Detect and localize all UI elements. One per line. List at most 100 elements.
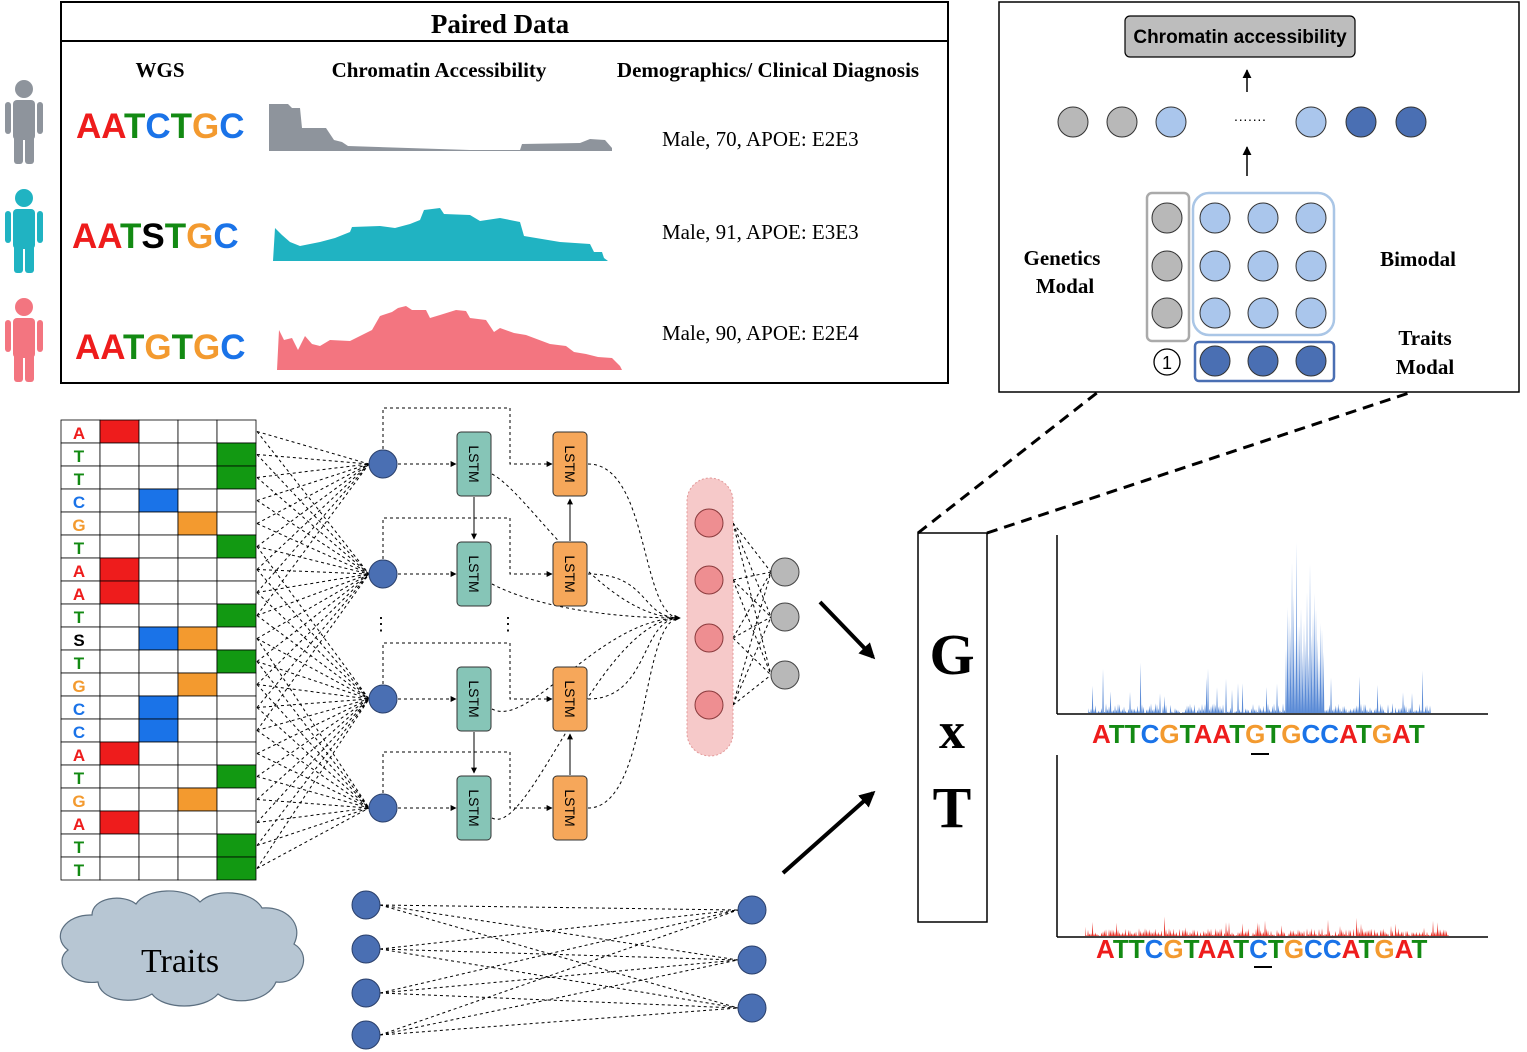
genetics-node — [1151, 297, 1183, 329]
embedding-node — [1106, 106, 1138, 138]
attention-node — [694, 508, 724, 538]
grid-base-label: T — [74, 861, 85, 880]
grid-cell — [216, 718, 257, 743]
lstm-cell: LSTM — [456, 431, 492, 497]
circled-marker-number: 1 — [1162, 353, 1172, 373]
traits-cloud: Traits — [59, 890, 305, 1007]
chromatin-output-box — [1124, 15, 1356, 58]
embedding-node — [1345, 106, 1377, 138]
grid-base-label: T — [74, 447, 85, 466]
attention-node — [694, 565, 724, 595]
grid-cell — [99, 488, 140, 513]
grid-cell — [99, 580, 140, 605]
grid-base-label: A — [73, 585, 85, 604]
grid-cell — [177, 626, 218, 651]
grid-cell — [177, 419, 218, 444]
grid-base-label: A — [73, 562, 85, 581]
grid-base-label: T — [74, 608, 85, 627]
grid-cell — [177, 511, 218, 536]
track-bottom-signal — [1085, 916, 1449, 936]
grid-cell — [216, 626, 257, 651]
track-top-sequence: ATTCGTAATGTGCCATGAT — [1092, 719, 1425, 749]
grid-cell — [216, 534, 257, 559]
grid-cell — [99, 856, 140, 881]
lstm-cell: LSTM — [552, 541, 588, 607]
embedding-node — [1155, 106, 1187, 138]
circled-marker — [1153, 348, 1181, 376]
traits-node — [1199, 345, 1231, 377]
grid-cell — [99, 833, 140, 858]
bimodal-node — [1247, 250, 1279, 282]
genetics-node — [1151, 250, 1183, 282]
grid-cell — [138, 557, 179, 582]
svg-text:LSTM: LSTM — [466, 789, 482, 826]
lstm-cell: LSTM — [456, 775, 492, 841]
zoom-line-right — [986, 390, 1413, 535]
grid-cell — [216, 833, 257, 858]
input-node — [368, 684, 398, 714]
gxt-g: G — [929, 622, 974, 687]
grid-cell — [177, 741, 218, 766]
paired-data-title: Paired Data — [431, 9, 570, 39]
grid-cell — [216, 488, 257, 513]
svg-text:LSTM: LSTM — [466, 680, 482, 717]
traits-modal-label-2: Modal — [1396, 355, 1455, 379]
grid-cell — [138, 718, 179, 743]
gxt-x: x — [939, 703, 965, 760]
grid-cell — [216, 511, 257, 536]
attention-node — [694, 623, 724, 653]
grid-base-label: C — [73, 723, 85, 742]
grid-cell — [99, 534, 140, 559]
trait-network-node — [737, 945, 767, 975]
grid-cell — [138, 626, 179, 651]
genetics-group-box — [1145, 191, 1191, 343]
gxt-t: T — [933, 775, 972, 840]
embedding-node — [1395, 106, 1427, 138]
grid-cell — [99, 695, 140, 720]
dense-node — [770, 602, 800, 632]
grid-cell — [99, 442, 140, 467]
bimodal-node — [1247, 297, 1279, 329]
grid-cell — [99, 764, 140, 789]
lstm-cell: LSTM — [552, 431, 588, 497]
grid-cell — [177, 787, 218, 812]
grid-cell — [216, 695, 257, 720]
traits-node — [1295, 345, 1327, 377]
chromatin-output-label: Chromatin accessibility — [1133, 27, 1347, 48]
grid-cell — [99, 603, 140, 628]
input-node — [368, 449, 398, 479]
grid-cell — [99, 718, 140, 743]
trait-network-node — [351, 934, 381, 964]
attention-layer-box — [686, 477, 734, 757]
grid-cell — [177, 557, 218, 582]
network-connections — [256, 407, 772, 1036]
genetics-modal-label-2: Modal — [1036, 274, 1095, 298]
grid-cell — [138, 419, 179, 444]
bimodal-node — [1199, 297, 1231, 329]
svg-text:LSTM: LSTM — [466, 445, 482, 482]
grid-cell — [177, 442, 218, 467]
grid-cell — [177, 488, 218, 513]
grid-cell — [99, 672, 140, 697]
grid-cell — [216, 557, 257, 582]
grid-cell — [216, 741, 257, 766]
grid-cell — [99, 511, 140, 536]
chromatin-header: Chromatin Accessibility — [332, 58, 547, 82]
bimodal-node — [1247, 202, 1279, 234]
grid-cell — [216, 649, 257, 674]
grid-cell — [99, 810, 140, 835]
grid-base-label: T — [74, 838, 85, 857]
trait-network-node — [737, 993, 767, 1023]
grid-cell — [216, 787, 257, 812]
grid-cell — [138, 511, 179, 536]
bimodal-node — [1295, 250, 1327, 282]
grid-cell — [177, 695, 218, 720]
svg-text:LSTM: LSTM — [562, 555, 578, 592]
svg-text:⋮: ⋮ — [499, 614, 517, 634]
grid-cell — [216, 810, 257, 835]
embedding-node — [1295, 106, 1327, 138]
grid-cell — [99, 649, 140, 674]
svg-text:LSTM: LSTM — [466, 555, 482, 592]
grid-cell — [216, 672, 257, 697]
